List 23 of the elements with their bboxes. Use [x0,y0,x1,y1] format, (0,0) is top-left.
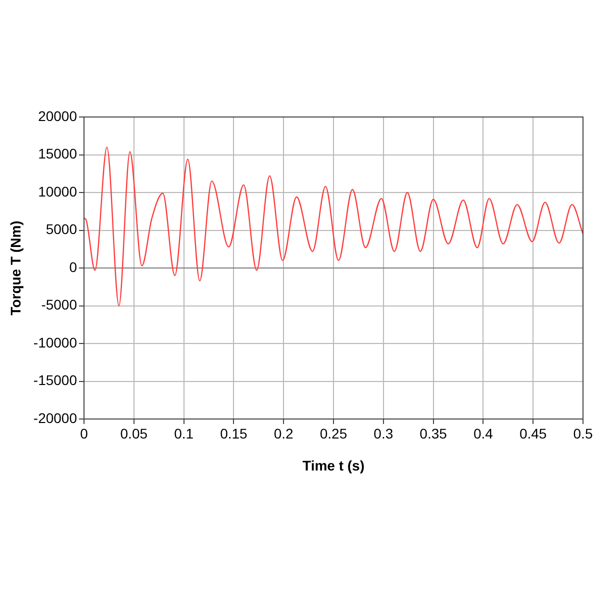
x-tick-label: 0.45 [519,425,547,442]
y-tick-label: 20000 [38,108,78,124]
line-series [84,146,583,306]
y-axis-title: Torque T (Nm) [7,220,24,316]
x-axis-title: Time t (s) [302,457,364,474]
x-tick-label: 0.3 [374,425,394,442]
x-tick-label: 0.35 [420,425,448,442]
y-tick-label: -20000 [33,410,78,426]
x-tick-label: 0.25 [320,425,348,442]
y-tick-label: 10000 [38,183,78,200]
x-tick-label: 0.05 [120,425,148,442]
y-tick-label: 5000 [46,221,78,238]
x-tick-label: 0.1 [174,425,194,442]
y-tick-label: -5000 [41,296,78,313]
x-tick-label: 0.2 [274,425,294,442]
y-tick-label: 0 [69,258,78,275]
x-tick-label: 0.5 [573,425,593,442]
y-tick-label: -10000 [33,334,78,350]
x-tick-label: 0 [80,425,88,442]
x-tick-label: 0.4 [473,425,494,442]
y-tick-label: -15000 [33,372,78,388]
x-tick-label: 0.15 [220,425,248,442]
y-tick-label: 15000 [38,146,78,162]
